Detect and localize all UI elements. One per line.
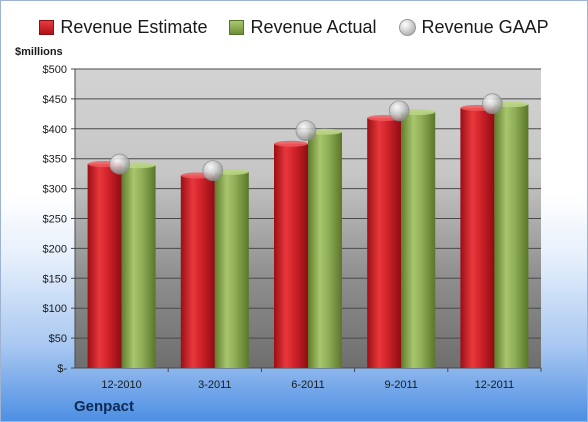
y-axis-unit-label: $millions xyxy=(15,46,63,58)
y-tick-label: $250 xyxy=(43,214,67,226)
legend-item-actual: Revenue Actual xyxy=(229,17,377,38)
bar-cap-revenue-actual xyxy=(494,101,529,108)
y-tick-label: $- xyxy=(57,363,67,375)
legend-swatch-estimate xyxy=(39,20,55,35)
x-tick-label: 9-2011 xyxy=(384,379,417,391)
marker-revenue-gaap xyxy=(295,120,317,141)
legend-item-estimate: Revenue Estimate xyxy=(39,17,207,38)
bar-revenue-estimate xyxy=(460,107,495,369)
y-tick-label: $150 xyxy=(43,273,67,285)
marker-revenue-gaap xyxy=(202,160,224,182)
y-tick-label: $450 xyxy=(43,94,67,106)
x-tick-label: 12-2011 xyxy=(475,379,515,391)
bar-revenue-estimate xyxy=(87,164,122,368)
bar-revenue-actual xyxy=(308,131,342,368)
y-tick-label: $100 xyxy=(43,303,67,315)
bar-revenue-estimate xyxy=(367,118,402,368)
bar-revenue-actual xyxy=(494,104,529,369)
marker-revenue-gaap xyxy=(481,93,503,115)
y-tick-label: $500 xyxy=(43,64,67,76)
bar-cap-revenue-actual xyxy=(214,168,249,175)
y-tick-label: $350 xyxy=(43,154,67,166)
y-tick-label: $400 xyxy=(43,124,67,136)
bar-cap-revenue-actual xyxy=(308,128,342,135)
chart-legend: Revenue Estimate Revenue Actual Revenue … xyxy=(1,17,587,38)
y-tick-label: $200 xyxy=(43,243,67,255)
y-tick-label: $300 xyxy=(43,184,67,196)
company-name: Genpact xyxy=(74,398,135,415)
bar-revenue-actual xyxy=(214,171,249,368)
legend-label-actual: Revenue Actual xyxy=(250,17,377,37)
bar-revenue-estimate xyxy=(180,175,215,368)
x-tick-label: 3-2011 xyxy=(198,379,231,391)
legend-label-estimate: Revenue Estimate xyxy=(60,17,208,37)
bar-cap-revenue-estimate xyxy=(274,140,308,147)
legend-label-gaap: Revenue GAAP xyxy=(421,17,549,37)
legend-item-gaap: Revenue GAAP xyxy=(398,17,549,38)
marker-revenue-gaap xyxy=(109,153,130,175)
legend-swatch-actual xyxy=(229,20,245,35)
bar-revenue-estimate xyxy=(274,143,308,368)
bar-revenue-actual xyxy=(401,112,436,368)
bar-revenue-actual xyxy=(121,165,156,368)
marker-revenue-gaap xyxy=(388,100,410,122)
bar-cap-revenue-actual xyxy=(121,162,156,169)
legend-swatch-gaap xyxy=(398,19,416,36)
x-tick-label: 6-2011 xyxy=(291,379,324,391)
y-tick-label: $50 xyxy=(49,333,67,345)
x-tick-label: 12-2010 xyxy=(101,379,141,391)
bar-cap-revenue-actual xyxy=(401,109,436,116)
